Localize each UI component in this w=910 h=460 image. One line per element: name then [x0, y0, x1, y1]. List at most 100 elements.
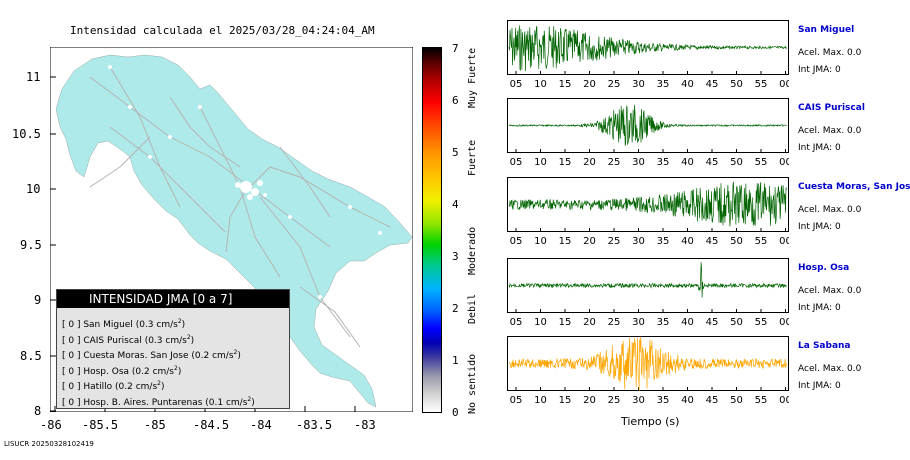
x-tick-label: 35 — [657, 317, 670, 328]
x-tick-label: 15 — [559, 395, 572, 406]
intensity-legend: INTENSIDAD JMA [0 a 7] [ 0 ] San Miguel … — [56, 289, 290, 409]
station-name: CAIS Puriscal — [798, 103, 865, 113]
x-tick-label: 30 — [632, 157, 645, 168]
x-tick: -85 — [144, 418, 166, 432]
x-tick-label: 45 — [706, 317, 719, 328]
waveform-line — [508, 181, 787, 227]
colorbar-tick: 2 — [452, 302, 459, 315]
y-tick: 10 — [26, 182, 41, 196]
colorbar-tick: 1 — [452, 354, 459, 367]
legend-item: [ 0 ] San Miguel (0.3 cm/s2) — [62, 318, 186, 330]
seismogram-frame — [507, 258, 789, 313]
x-tick-label: 40 — [681, 395, 694, 406]
x-tick-label: 45 — [706, 79, 719, 90]
x-tick-label: 05 — [510, 317, 523, 328]
x-tick-label: 40 — [681, 157, 694, 168]
x-tick: -84.5 — [193, 418, 230, 432]
station-name: La Sabana — [798, 341, 851, 351]
seismogram-3: 05 10 15 20 25 30 35 40 45 50 55 00 — [507, 258, 789, 328]
colorbar-category: Fuerte — [467, 139, 478, 176]
colorbar-tick: 3 — [452, 250, 459, 263]
station-name: Hosp. Osa — [798, 263, 850, 273]
x-tick-label: 20 — [583, 236, 596, 247]
x-tick: -83 — [354, 418, 376, 432]
x-axis-label: Tiempo (s) — [621, 415, 680, 428]
x-tick-label: 20 — [583, 317, 596, 328]
station-jma: Int JMA: 0 — [798, 303, 841, 313]
footer-id: LISUCR 20250328102419 — [4, 440, 94, 448]
x-tick-label: 45 — [706, 395, 719, 406]
x-tick-label: 40 — [681, 79, 694, 90]
legend-item: [ 0 ] Cuesta Moras. San Jose (0.2 cm/s2) — [62, 349, 241, 361]
map-axis-ticks — [50, 76, 356, 412]
urban-dots — [108, 65, 382, 299]
colorbar-category: Muy Fuerte — [467, 47, 478, 108]
seismogram-2: 05 10 15 20 25 30 35 40 45 50 55 00 — [507, 177, 789, 247]
x-tick-label: 20 — [583, 395, 596, 406]
x-tick-label: 15 — [559, 317, 572, 328]
x-tick-label: 05 — [510, 79, 523, 90]
station-jma: Int JMA: 0 — [798, 65, 841, 75]
map-title: Intensidad calculada el 2025/03/28_04:24… — [70, 24, 375, 37]
seismogram-4: 05 10 15 20 25 30 35 40 45 50 55 00 — [507, 336, 789, 406]
waveform-line — [508, 25, 787, 72]
colorbar-tick: 6 — [452, 94, 459, 107]
y-tick: 8 — [34, 404, 42, 418]
y-tick: 11 — [26, 70, 41, 84]
waveform-line — [508, 336, 787, 391]
x-tick-label: 05 — [510, 395, 523, 406]
x-tick-label: 50 — [730, 317, 743, 328]
legend-item: [ 0 ] Hosp. B. Aires. Puntarenas (0.1 cm… — [62, 395, 255, 408]
x-tick-label: 00 — [779, 79, 789, 90]
x-tick-label: 10 — [534, 79, 547, 90]
x-tick-label: 00 — [779, 157, 789, 168]
station-jma: Int JMA: 0 — [798, 222, 841, 232]
colorbar-category: Debil — [467, 293, 478, 324]
colorbar-tick: 5 — [452, 146, 459, 159]
station-name: Cuesta Moras, San Jose — [798, 182, 910, 192]
y-tick: 9 — [34, 293, 42, 307]
x-tick-label: 35 — [657, 79, 670, 90]
legend-item: [ 0 ] Hosp. Osa (0.2 cm/s2) — [62, 364, 182, 377]
station-jma: Int JMA: 0 — [798, 381, 841, 391]
x-tick-label: 05 — [510, 157, 523, 168]
x-tick-label: 00 — [779, 317, 789, 328]
x-tick-label: 40 — [681, 317, 694, 328]
intensity-colorbar — [422, 47, 442, 413]
x-tick-label: 55 — [755, 236, 768, 247]
x-tick-label: 30 — [632, 317, 645, 328]
x-tick-label: 20 — [583, 157, 596, 168]
x-tick-label: 30 — [632, 236, 645, 247]
x-tick-label: 30 — [632, 79, 645, 90]
x-tick-label: 15 — [559, 79, 572, 90]
x-tick-label: 25 — [608, 79, 621, 90]
colorbar-category: Moderado — [467, 226, 478, 275]
station-acel: Acel. Max. 0.0 — [798, 205, 862, 215]
x-tick-label: 35 — [657, 157, 670, 168]
waveform-line — [508, 262, 787, 298]
station-name: San Miguel — [798, 25, 855, 35]
x-tick-label: 25 — [608, 317, 621, 328]
seismogram-1: 05 10 15 20 25 30 35 40 45 50 55 00 — [507, 98, 789, 168]
x-tick: -84 — [250, 418, 272, 432]
x-tick-label: 10 — [534, 157, 547, 168]
colorbar-category: No sentido — [467, 353, 478, 414]
x-tick: -83.5 — [296, 418, 333, 432]
x-tick-label: 10 — [534, 395, 547, 406]
station-acel: Acel. Max. 0.0 — [798, 48, 862, 58]
legend-title: INTENSIDAD JMA [0 a 7] — [57, 290, 289, 308]
colorbar-tick: 4 — [452, 198, 459, 211]
costa-rica-landmass — [55, 54, 413, 408]
x-tick-label: 55 — [755, 79, 768, 90]
x-tick-label: 15 — [559, 157, 572, 168]
x-tick-label: 05 — [510, 236, 523, 247]
x-tick-label: 35 — [657, 395, 670, 406]
legend-item: [ 0 ] CAIS Puriscal (0.3 cm/s2) — [62, 333, 195, 346]
y-tick: 10.5 — [12, 127, 41, 141]
legend-item: [ 0 ] Hatillo (0.2 cm/s2) — [62, 380, 165, 392]
x-tick-label: 00 — [779, 395, 789, 406]
waveform-line — [508, 104, 787, 146]
y-tick: 9.5 — [20, 238, 42, 252]
colorbar-tick: 7 — [452, 42, 459, 55]
station-acel: Acel. Max. 0.0 — [798, 364, 862, 374]
